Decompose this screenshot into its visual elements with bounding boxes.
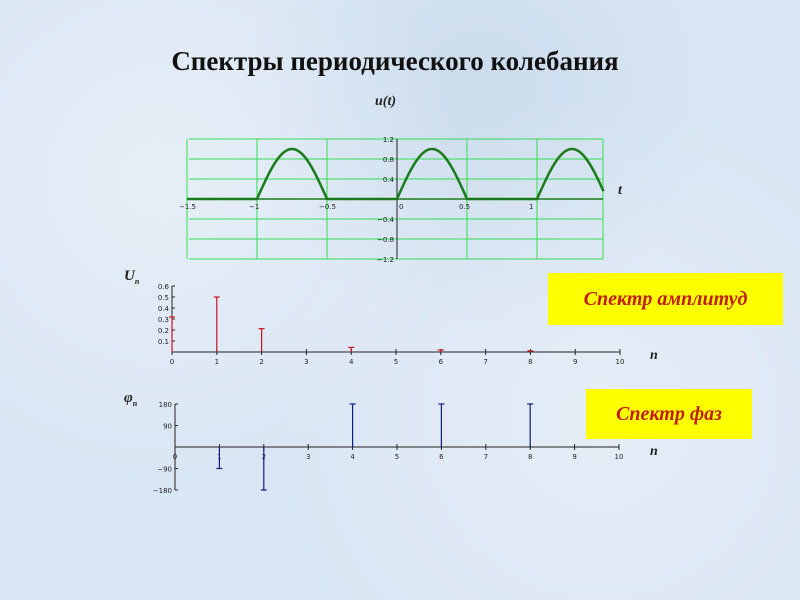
- y-tick-label: −0.4: [377, 216, 395, 224]
- x-tick-label: 0.5: [459, 203, 470, 211]
- amplitude-x-tick-label: 6: [439, 358, 444, 366]
- amplitude-x-tick-label: 10: [616, 358, 625, 366]
- phase-y-sub: n: [132, 399, 138, 408]
- amplitude-y-tick-label: 0.4: [158, 305, 170, 313]
- amplitude-x-tick-label: 5: [394, 358, 398, 366]
- amplitude-y-tick-label: 0.5: [158, 294, 169, 302]
- phase-x-label: n: [650, 444, 658, 459]
- amplitude-spectrum-box: Спектр амплитуд: [548, 273, 783, 325]
- phase-x-tick-label: 6: [439, 453, 444, 461]
- x-tick-label: −1.5: [179, 203, 196, 211]
- signal-y-label: u(t): [375, 94, 396, 109]
- amp-y-label: Un: [124, 268, 139, 286]
- y-tick-label: 1.2: [383, 136, 394, 144]
- x-tick-label: 1: [529, 203, 533, 211]
- phase-x-tick-label: 8: [528, 453, 532, 461]
- slide-title: Спектры периодического колебания: [171, 46, 619, 76]
- phase-x-tick-label: 4: [350, 453, 355, 461]
- y-tick-label: −1.2: [377, 256, 394, 264]
- amplitude-x-tick-label: 1: [215, 358, 219, 366]
- amplitude-x-tick-label: 3: [304, 358, 308, 366]
- phase-y-label: φn: [124, 390, 137, 408]
- phase-x-tick-label: 7: [484, 453, 488, 461]
- phase-x-tick-label: 3: [306, 453, 310, 461]
- amplitude-x-tick-label: 2: [259, 358, 263, 366]
- amplitude-y-tick-label: 0.2: [158, 327, 169, 335]
- y-tick-label: 0.4: [383, 176, 395, 184]
- phase-spectrum-box: Спектр фаз: [586, 389, 752, 439]
- x-tick-label: −1: [249, 203, 259, 211]
- amplitude-y-tick-label: 0.3: [158, 316, 169, 324]
- x-tick-label: 0: [399, 203, 403, 211]
- phase-x-tick-label: 0: [173, 453, 177, 461]
- amplitude-x-tick-label: 9: [573, 358, 577, 366]
- amp-y-sub: n: [134, 277, 140, 286]
- x-tick-label: −0.5: [319, 203, 336, 211]
- amplitude-x-tick-label: 4: [349, 358, 354, 366]
- amplitude-x-tick-label: 7: [483, 358, 487, 366]
- phase-y-tick-label: −90: [157, 466, 172, 474]
- amp-y-letter: U: [124, 268, 135, 284]
- phase-y-letter: φ: [124, 390, 133, 406]
- phase-x-tick-label: 9: [572, 453, 576, 461]
- amplitude-x-tick-label: 8: [528, 358, 532, 366]
- phase-x-tick-label: 10: [615, 453, 624, 461]
- phase-y-tick-label: 90: [163, 423, 172, 431]
- y-tick-label: −0.8: [377, 236, 394, 244]
- phase-x-tick-label: 5: [395, 453, 399, 461]
- amplitude-y-tick-label: 0.6: [158, 283, 170, 291]
- amplitude-x-tick-label: 0: [170, 358, 174, 366]
- phase-y-tick-label: 180: [159, 401, 172, 409]
- amplitude-y-tick-label: 0.1: [158, 338, 169, 346]
- signal-curve: [187, 147, 605, 201]
- phase-y-tick-label: −180: [153, 487, 172, 495]
- signal-x-label: t: [618, 183, 622, 198]
- y-tick-label: 0.8: [383, 156, 394, 164]
- amp-x-label: n: [650, 348, 658, 363]
